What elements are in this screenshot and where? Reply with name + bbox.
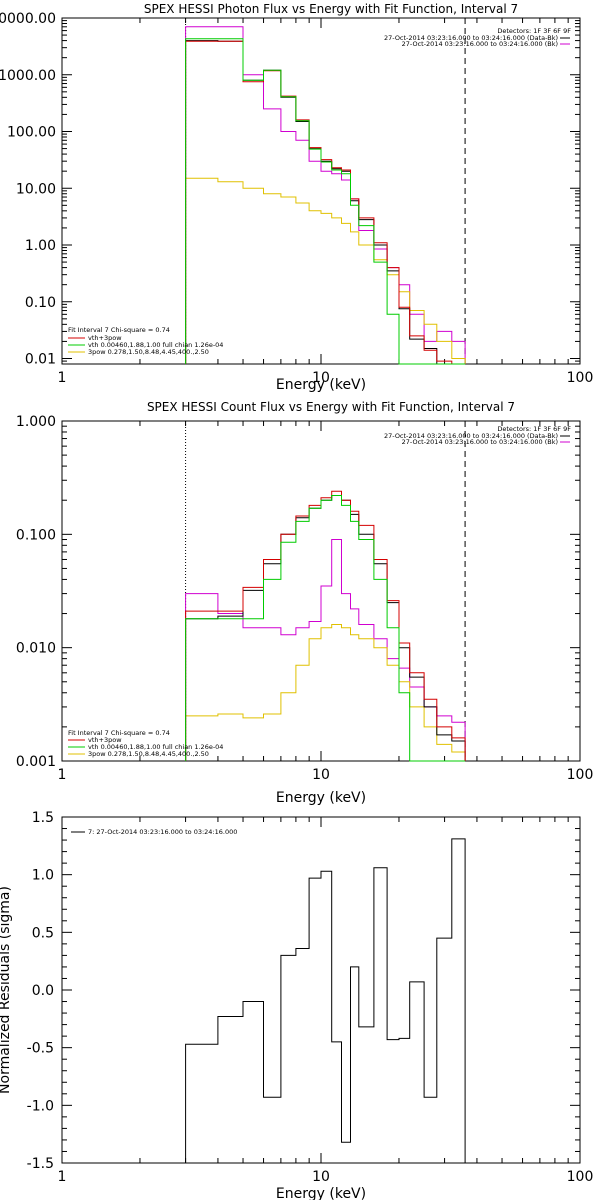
count-y-tick-labels: 0.001 0.010 0.100 1.000: [16, 414, 56, 770]
photon-fit-legend: Fit Interval 7 Chi-square = 0.74 vth+3po…: [68, 326, 223, 356]
photon-x-tick-label: 1: [58, 370, 67, 386]
photon-series-powerlaw: [185, 177, 466, 364]
residuals-x-tick-label: 1: [58, 1169, 67, 1185]
residuals-y-tick-labels: -1.5 -1.0 -0.5 0.0 0.5 1.0 1.5: [27, 810, 54, 1172]
count-y-tick-label: 0.001: [16, 754, 56, 770]
residuals-y-tick-label: 1.5: [32, 810, 54, 826]
count-flux-panel: SPEX HESSI Count Flux vs Energy with Fit…: [16, 400, 593, 806]
count-ticks: [61, 420, 581, 762]
photon-ticks: [61, 17, 581, 365]
count-total-legend-label: vth+3pow: [88, 736, 122, 744]
photon-plot-frame: [61, 17, 581, 365]
photon-x-tick-label: 100: [567, 370, 594, 386]
photon-chart-title: SPEX HESSI Photon Flux vs Energy with Fi…: [144, 2, 518, 16]
residuals-y-tick-label: -1.0: [27, 1098, 54, 1114]
photon-y-tick-label: 100.00: [7, 125, 56, 141]
count-x-tick-labels: 1 10 100: [58, 767, 594, 783]
photon-data-interval-label: 27-Oct-2014 03:23:16.000 to 03:24:16.000…: [384, 34, 558, 42]
photon-bk-interval-label: 27-Oct-2014 03:23:16.000 to 03:24:16.000…: [402, 40, 558, 48]
residuals-x-tick-labels: 1 10 100: [58, 1169, 594, 1185]
photon-y-tick-label: 1.00: [25, 238, 56, 254]
photon-series-data: [185, 40, 466, 365]
count-fit-interval-label: Fit Interval 7 Chi-square = 0.74: [68, 729, 170, 737]
residuals-y-tick-label: -1.5: [27, 1156, 54, 1172]
count-x-tick-label: 10: [312, 767, 330, 783]
photon-x-tick-labels: 1 10 100: [58, 370, 594, 386]
count-series-data: [185, 495, 466, 761]
photon-powerlaw-legend-label: 3pow 0.278,1.50,8.48,4.45,400.,2.50: [88, 348, 209, 356]
count-x-axis-label: Energy (keV): [276, 790, 366, 806]
photon-y-tick-label: 0.10: [25, 295, 56, 311]
count-series-thermal: [185, 495, 466, 762]
photon-y-tick-label: 0000.00: [0, 11, 56, 27]
count-thermal-legend-label: vth 0.00460,1.88,1.00 full chian 1.26e-0…: [88, 743, 223, 751]
count-fit-legend: Fit Interval 7 Chi-square = 0.74 vth+3po…: [68, 729, 223, 758]
count-info-legend: Detectors: 1F 3F 6F 9F 27-Oct-2014 03:23…: [384, 425, 571, 446]
residuals-x-tick-label: 10: [312, 1169, 330, 1185]
count-x-tick-label: 1: [58, 767, 67, 783]
residuals-y-tick-label: 0.0: [32, 983, 54, 999]
count-series-powerlaw: [185, 624, 466, 761]
count-x-tick-label: 100: [567, 767, 594, 783]
residuals-y-tick-label: 1.0: [32, 868, 54, 884]
count-powerlaw-legend-label: 3pow 0.278,1.50,8.48,4.45,400.,2.50: [88, 750, 209, 758]
photon-series: [185, 18, 466, 365]
photon-detectors-label: Detectors: 1F 3F 6F 9F: [497, 27, 571, 35]
count-chart-title: SPEX HESSI Count Flux vs Energy with Fit…: [147, 400, 515, 414]
residuals-plot-frame: [61, 816, 581, 1164]
residuals-y-tick-label: 0.5: [32, 925, 54, 941]
count-data-interval-label: 27-Oct-2014 03:23:16.000 to 03:24:16.000…: [384, 432, 558, 440]
count-y-tick-label: 0.100: [16, 527, 56, 543]
residuals-panel: -1.5 -1.0 -0.5 0.0 0.5 1.0 1.5 1 10 100 Energy (…: [0, 810, 593, 1200]
photon-info-legend: Detectors: 1F 3F 6F 9F 27-Oct-2014 03:23…: [384, 27, 571, 48]
residuals-x-axis-label: Energy (keV): [276, 1186, 366, 1200]
photon-series-thermal: [185, 38, 466, 365]
photon-total-legend-label: vth+3pow: [88, 334, 122, 342]
residuals-legend-label: 7: 27-Oct-2014 03:23:16.000 to 03:24:16.…: [88, 828, 237, 836]
photon-series-background: [185, 26, 466, 364]
count-y-tick-label: 0.010: [16, 641, 56, 657]
photon-series-total: [185, 40, 466, 365]
residuals-y-tick-label: -0.5: [27, 1041, 54, 1057]
residuals-series: [185, 838, 466, 1163]
residuals-y-axis-label: Normalized Residuals (sigma): [0, 886, 13, 1094]
photon-y-tick-label: 0.01: [25, 352, 56, 368]
photon-x-tick-label: 10: [312, 370, 330, 386]
photon-y-tick-label: 10.00: [16, 181, 56, 197]
count-y-tick-label: 1.000: [16, 414, 56, 430]
count-series-background: [185, 539, 466, 761]
photon-y-tick-label: 1000.00: [0, 68, 56, 84]
residuals-ticks: [61, 816, 581, 1164]
count-detectors-label: Detectors: 1F 3F 6F 9F: [497, 425, 571, 433]
photon-y-tick-labels: 0.01 0.10 1.00 10.00 100.00 1000.00 0000.00: [0, 11, 56, 368]
count-series: [185, 421, 466, 762]
residuals-series-data: [185, 838, 466, 1163]
count-series-total: [185, 490, 466, 761]
residuals-x-tick-label: 100: [567, 1169, 594, 1185]
photon-fit-interval-label: Fit Interval 7 Chi-square = 0.74: [68, 326, 170, 334]
photon-thermal-legend-label: vth 0.00460,1.88,1.00 full chian 1.26e-0…: [88, 341, 223, 349]
photon-flux-panel: SPEX HESSI Photon Flux vs Energy with Fi…: [0, 2, 593, 393]
photon-x-axis-label: Energy (keV): [276, 377, 366, 393]
count-bk-interval-label: 27-Oct-2014 03:23:16.000 to 03:24:16.000…: [402, 438, 558, 446]
